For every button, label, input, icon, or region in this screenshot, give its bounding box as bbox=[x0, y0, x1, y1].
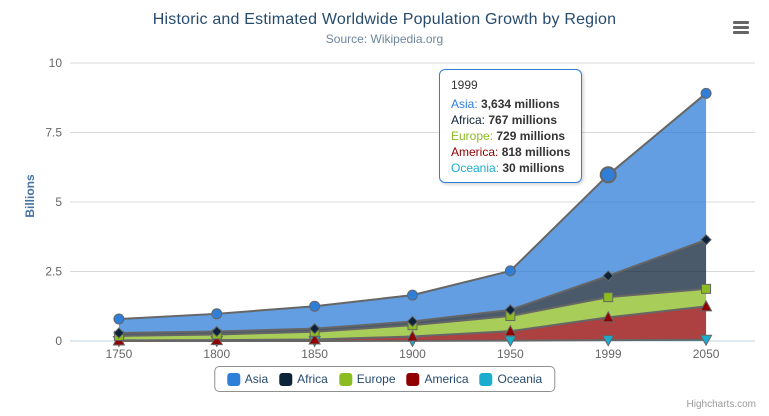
tooltip-series-name: Oceania: bbox=[451, 161, 503, 175]
marker-asia-2050[interactable] bbox=[700, 87, 712, 99]
y-axis-label: 7.5 bbox=[45, 126, 62, 140]
credits-link[interactable]: Highcharts.com bbox=[686, 399, 756, 410]
marker-asia-1950[interactable] bbox=[504, 265, 516, 277]
marker-america-1950[interactable] bbox=[504, 324, 517, 337]
marker-america-1900[interactable] bbox=[406, 329, 419, 342]
area-series-america[interactable] bbox=[118, 306, 707, 341]
marker-africa-2050[interactable] bbox=[700, 234, 712, 246]
marker-asia-1900[interactable] bbox=[407, 289, 418, 301]
tooltip-series-name: Europe: bbox=[451, 129, 497, 143]
tooltip-series-value: 767 millions bbox=[488, 113, 558, 127]
x-axis-label: 1850 bbox=[301, 347, 328, 361]
hamburger-icon bbox=[733, 26, 749, 29]
tooltip-row-oceania: Oceania: 30 millions bbox=[451, 160, 570, 176]
marker-africa-1900[interactable] bbox=[406, 315, 419, 328]
marker-africa-1750[interactable] bbox=[113, 327, 125, 339]
legend-item-america[interactable]: America bbox=[406, 372, 469, 386]
legend-item-asia[interactable]: Asia bbox=[226, 372, 269, 386]
tooltip-series-value: 3,634 millions bbox=[481, 97, 560, 111]
marker-asia-1800[interactable] bbox=[211, 308, 223, 320]
x-axis-label: 1950 bbox=[497, 347, 524, 361]
legend-label: Oceania bbox=[497, 372, 543, 386]
legend-item-europe[interactable]: Europe bbox=[338, 372, 396, 386]
tooltip-series-name: Asia: bbox=[451, 97, 482, 111]
x-axis-label: 1999 bbox=[595, 347, 622, 361]
y-axis-label: 10 bbox=[49, 56, 63, 70]
marker-oceania-2050[interactable] bbox=[699, 334, 713, 347]
marker-asia-1750[interactable] bbox=[113, 313, 125, 325]
area-series-africa[interactable] bbox=[118, 239, 707, 336]
tooltip: 1999 Asia: 3,634 millions Africa: 767 mil… bbox=[439, 69, 583, 183]
chart-title: Historic and Estimated Worldwide Populat… bbox=[152, 11, 617, 28]
legend-swatch-icon bbox=[338, 372, 352, 386]
y-axis-label: 2.5 bbox=[45, 265, 62, 279]
tooltip-row-asia: Asia: 3,634 millions bbox=[451, 96, 570, 112]
tooltip-row-america: America: 818 millions bbox=[451, 144, 570, 160]
tooltip-series-value: 30 millions bbox=[502, 161, 565, 175]
legend-item-africa[interactable]: Africa bbox=[279, 372, 328, 386]
marker-america-1999[interactable] bbox=[601, 310, 615, 323]
legend-swatch-icon bbox=[406, 372, 420, 386]
legend-swatch-icon bbox=[279, 372, 293, 386]
x-axis-label: 2050 bbox=[693, 347, 720, 361]
hamburger-icon bbox=[733, 31, 749, 34]
marker-africa-1850[interactable] bbox=[308, 322, 321, 335]
tooltip-series-value: 729 millions bbox=[496, 129, 566, 143]
legend-swatch-icon bbox=[226, 372, 240, 386]
tooltip-series-value: 818 millions bbox=[501, 145, 571, 159]
legend-item-oceania[interactable]: Oceania bbox=[479, 372, 543, 386]
legend-swatch-icon bbox=[479, 372, 493, 386]
marker-africa-1800[interactable] bbox=[211, 325, 223, 338]
x-axis-label: 1750 bbox=[106, 347, 133, 361]
marker-america-1800[interactable] bbox=[210, 333, 224, 346]
marker-africa-1999[interactable] bbox=[602, 270, 614, 282]
legend: Asia Africa Europe America Oceania bbox=[213, 366, 556, 392]
legend-label: Asia bbox=[244, 372, 269, 386]
marker-oceania-1999[interactable] bbox=[601, 335, 615, 347]
marker-asia-1850[interactable] bbox=[309, 300, 321, 312]
marker-africa-1950[interactable] bbox=[504, 304, 517, 316]
legend-label: America bbox=[424, 372, 469, 386]
tooltip-rows: Asia: 3,634 millions Africa: 767 millions… bbox=[451, 96, 570, 176]
x-axis-label: 1900 bbox=[399, 347, 426, 361]
marker-europe-1999[interactable] bbox=[603, 292, 614, 303]
marker-europe-2050[interactable] bbox=[701, 283, 712, 294]
y-axis-label: 0 bbox=[55, 334, 62, 348]
export-menu-button[interactable] bbox=[733, 21, 749, 34]
chart-subtitle: Source: Wikipedia.org bbox=[325, 32, 444, 46]
marker-america-2050[interactable] bbox=[699, 299, 713, 312]
legend-label: Europe bbox=[356, 372, 396, 386]
y-axis-label: 5 bbox=[55, 195, 62, 209]
tooltip-row-europe: Europe: 729 millions bbox=[451, 128, 570, 144]
area-series-asia[interactable] bbox=[118, 93, 707, 333]
tooltip-row-africa: Africa: 767 millions bbox=[451, 112, 570, 128]
y-axis-title: Billions bbox=[23, 174, 37, 218]
tooltip-series-name: Africa: bbox=[451, 113, 489, 127]
tooltip-series-name: America: bbox=[451, 145, 502, 159]
tooltip-header: 1999 bbox=[451, 78, 478, 92]
hamburger-icon bbox=[733, 21, 749, 24]
marker-asia-1999[interactable] bbox=[599, 166, 617, 184]
legend-label: Africa bbox=[297, 372, 328, 386]
marker-america-1850[interactable] bbox=[308, 332, 321, 345]
x-axis-label: 1800 bbox=[203, 347, 230, 361]
